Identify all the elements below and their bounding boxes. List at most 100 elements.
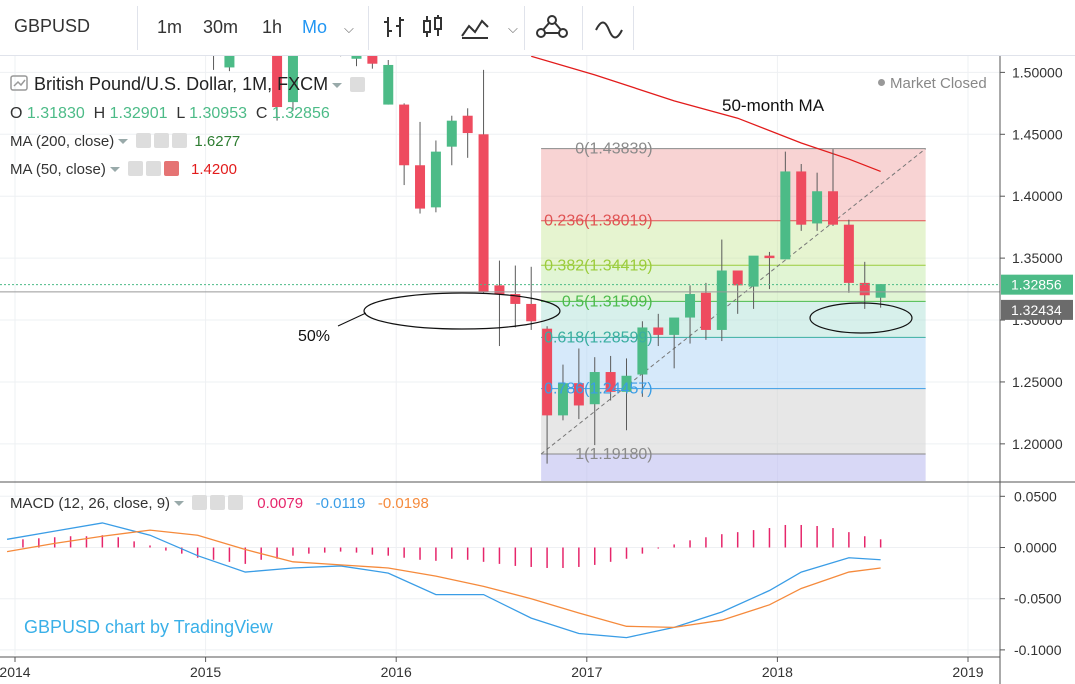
eye-icon[interactable] xyxy=(127,161,143,176)
close-icon[interactable] xyxy=(172,133,188,148)
candle-body xyxy=(796,171,807,225)
candle-body xyxy=(446,120,457,147)
toolbar: GBPUSD 1m 30m 1h Mo ⌵ ⌵ xyxy=(0,0,1075,56)
time-tick-label: 2014 xyxy=(0,664,31,680)
candle-body xyxy=(542,328,553,416)
candle-body xyxy=(526,303,537,322)
fib-zone xyxy=(541,220,926,266)
close-label: C xyxy=(255,105,268,122)
low-value: 1.30953 xyxy=(189,105,247,122)
eye-icon[interactable] xyxy=(192,495,208,510)
candle-body xyxy=(875,284,886,298)
candle-body xyxy=(716,270,727,330)
chevron-down-icon[interactable] xyxy=(332,83,343,88)
symbol-search[interactable]: GBPUSD xyxy=(14,16,91,36)
indicators-icon[interactable] xyxy=(535,14,569,40)
macd-tick-label: 0.0500 xyxy=(1014,488,1057,504)
candle-body xyxy=(732,270,743,286)
chart-symbol-icon xyxy=(10,75,28,91)
timeframe-1m[interactable]: 1m xyxy=(157,17,183,37)
high-value: 1.32901 xyxy=(109,105,168,122)
fib-level-label: 0.236(1.38019) xyxy=(544,213,653,230)
toolbar-separator xyxy=(633,6,634,50)
candle-body xyxy=(859,282,870,296)
candle-body xyxy=(780,171,791,260)
ma50-value: 1.4200 xyxy=(191,161,237,178)
fib-level-label: 0.786(1.24457) xyxy=(544,381,653,398)
candle-body xyxy=(430,151,441,208)
pct-annotation: 50% xyxy=(298,328,330,345)
bar-chart-icon[interactable] xyxy=(382,14,408,40)
eye-icon[interactable] xyxy=(136,133,152,148)
candle-chart-icon[interactable] xyxy=(420,14,446,40)
fib-zone xyxy=(541,148,926,221)
compare-icon[interactable] xyxy=(594,14,624,40)
timeframe-mo[interactable]: Mo xyxy=(302,17,328,37)
candle-body xyxy=(287,56,298,103)
candle-body xyxy=(224,56,235,68)
macd-signal-value: -0.0198 xyxy=(377,495,429,512)
price-tick-label: 1.25000 xyxy=(1012,374,1063,390)
close-icon[interactable] xyxy=(228,495,244,510)
candle-body xyxy=(462,115,473,134)
ma-annotation: 50-month MA xyxy=(722,96,825,115)
low-label: L xyxy=(176,105,185,122)
candle-body xyxy=(351,56,362,59)
timeframe-1h[interactable]: 1h xyxy=(262,17,283,37)
gear-icon[interactable] xyxy=(210,495,226,510)
tradingview-watermark[interactable]: GBPUSD chart by TradingView xyxy=(24,617,273,637)
candle-body xyxy=(510,294,521,304)
gear-icon[interactable] xyxy=(154,133,170,148)
fib-zone xyxy=(541,337,926,389)
fib-level-label: 0.5(1.31509) xyxy=(562,293,653,310)
chart-canvas[interactable]: 0(1.43839) 0.236(1.38019) 0.382(1.34419) 0.… xyxy=(0,56,1075,684)
area-chart-icon[interactable] xyxy=(460,14,490,40)
macd-legend[interactable]: MACD (12, 26, close, 9) 0.0079 -0.0119 -… xyxy=(10,495,429,512)
close-icon[interactable] xyxy=(163,161,179,176)
timeframe-30m[interactable]: 30m xyxy=(203,17,239,37)
macd-label: MACD (12, 26, close, 9) xyxy=(10,495,171,512)
chart-title-row: British Pound/U.S. Dollar, 1M, FXCM xyxy=(10,74,368,95)
chevron-down-icon[interactable] xyxy=(174,501,185,506)
fib-zone xyxy=(541,388,926,455)
open-value: 1.31830 xyxy=(26,105,85,122)
fib-level-label: 1(1.19180) xyxy=(575,446,652,463)
candle-body xyxy=(557,383,568,416)
toolbar-separator xyxy=(368,6,369,50)
candle-body xyxy=(383,64,394,105)
candle-body xyxy=(589,372,600,405)
time-tick-label: 2018 xyxy=(762,664,793,680)
candle-body xyxy=(764,255,775,259)
macd-signal-line xyxy=(6,529,881,629)
chevron-down-icon[interactable] xyxy=(109,167,120,172)
toolbar-separator xyxy=(137,6,138,50)
candle-body xyxy=(272,56,283,108)
price-tick-label: 1.35000 xyxy=(1012,250,1063,266)
gear-icon[interactable] xyxy=(145,161,161,176)
fib-level-label: 0.618(1.28599) xyxy=(544,329,653,346)
ma50-legend[interactable]: MA (50, close) 1.4200 xyxy=(10,161,237,178)
price-tick-label: 1.45000 xyxy=(1012,126,1063,142)
time-tick-label: 2017 xyxy=(571,664,602,680)
toolbar-separator xyxy=(582,6,583,50)
time-tick-label: 2019 xyxy=(952,664,983,680)
candle-body xyxy=(494,285,505,295)
fib-trendline xyxy=(540,148,926,455)
ohlc-row: O 1.31830 H 1.32901 L 1.30953 C 1.32856 xyxy=(10,105,330,123)
chevron-down-icon[interactable] xyxy=(118,139,129,144)
close-value: 1.32856 xyxy=(271,105,330,122)
ma200-legend[interactable]: MA (200, close) 1.6277 xyxy=(10,133,240,150)
eye-icon[interactable] xyxy=(350,77,366,92)
ma50-label: MA (50, close) xyxy=(10,161,106,178)
chart-title: British Pound/U.S. Dollar, 1M, FXCM xyxy=(34,74,329,94)
chart-type-dropdown[interactable]: ⌵ xyxy=(508,21,518,36)
candle-body xyxy=(478,134,489,292)
candle-body xyxy=(573,383,584,406)
price-tick-label: 1.40000 xyxy=(1012,188,1063,204)
ma200-value: 1.6277 xyxy=(194,133,241,150)
recent-low-ellipse xyxy=(809,302,913,334)
timeframe-dropdown[interactable]: ⌵ xyxy=(344,21,354,36)
high-label: H xyxy=(93,105,106,122)
candle-body xyxy=(605,372,616,392)
fib-50-ellipse xyxy=(363,292,561,330)
